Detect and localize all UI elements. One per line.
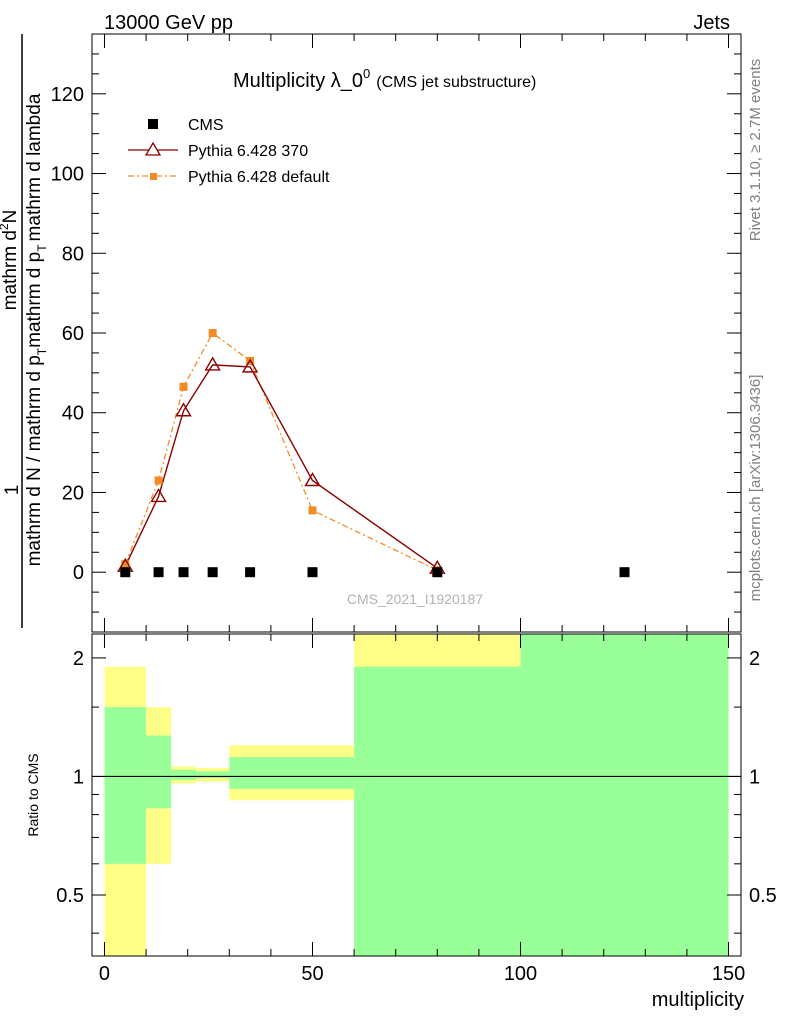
main-series-layer — [117, 329, 630, 578]
point-pythia-default — [179, 382, 188, 391]
y-label-denominator: mathrm d N / mathrm d pTmathrm d pTmathr… — [24, 93, 49, 566]
point-pythia-default — [121, 560, 130, 569]
ratio-y-label: Ratio to CMS — [25, 753, 41, 836]
y-label-numerator-a: mathrm d — [0, 230, 21, 310]
point-pythia370 — [304, 472, 321, 487]
point-cms — [120, 567, 131, 578]
main-frame — [91, 33, 742, 633]
point-pythia370 — [150, 488, 167, 503]
y-label-one: 1 — [2, 485, 23, 496]
point-pythia370 — [175, 402, 192, 417]
main-y-label: mathrm d2N mathrm d N / mathrm d pTmathr… — [0, 34, 49, 628]
x-tick-label: 100 — [504, 963, 537, 985]
y-label-numerator-sup: 2 — [0, 223, 11, 230]
y-label-main-end: mathrm d lambda — [24, 93, 45, 241]
point-pythia-default — [308, 506, 317, 515]
series-line-pythia370 — [124, 364, 438, 569]
main-axis-ticks: 0 20 40 60 80 100 120 — [51, 34, 741, 632]
header-right: Jets — [693, 12, 730, 34]
main-y-tick-label: 100 — [51, 164, 84, 186]
ratio-axis-ticks: 0.5 0.5 1 1 2 2 0 50 100 150 — [56, 634, 777, 985]
main-y-tick-label: 120 — [51, 84, 84, 106]
y-label-main-sub: T — [35, 347, 49, 355]
legend-label-cms: CMS — [188, 117, 224, 134]
rivet-label: Rivet 3.1.10, ≥ 2.7M events — [747, 59, 764, 242]
legend-marker-cms — [148, 119, 158, 129]
legend-marker-pythia370 — [144, 141, 162, 156]
y-label-numerator: mathrm d2N — [0, 210, 21, 311]
legend-marker-pythia-default — [150, 173, 157, 180]
main-y-tick-label: 20 — [62, 482, 84, 504]
point-cms — [307, 567, 318, 578]
point-cms — [207, 567, 218, 578]
point-cms — [432, 567, 443, 578]
ratio-band-green — [146, 735, 172, 809]
legend: CMS Pythia 6.428 370 Pythia 6.428 defaul… — [128, 117, 330, 186]
point-cms — [245, 567, 256, 578]
watermark: CMS_2021_I1920187 — [347, 591, 483, 607]
y-label-numerator-tail: N — [0, 210, 21, 224]
ratio-y-tick-label-right: 1 — [749, 766, 760, 788]
ratio-band-green — [354, 666, 521, 956]
main-y-tick-label: 60 — [62, 323, 84, 345]
ratio-band-green — [520, 634, 729, 956]
ratio-band-green — [229, 757, 355, 789]
ratio-y-tick-label-right: 0.5 — [749, 885, 777, 907]
header-left: 13000 GeV pp — [104, 12, 233, 34]
ratio-bands — [104, 634, 729, 956]
ratio-frame — [91, 633, 742, 957]
y-label-main: mathrm d N / mathrm d p — [24, 355, 45, 566]
point-pythia370 — [241, 358, 259, 373]
mcplots-label: mcplots.cern.ch [arXiv:1306.3436] — [747, 375, 764, 602]
x-tick-label: 0 — [99, 963, 110, 985]
y-label-main-tail-sub: T — [35, 244, 49, 252]
ratio-y-tick-label: 2 — [73, 648, 84, 670]
point-cms — [619, 567, 630, 578]
chart-title-main: Multiplicity λ_0 — [233, 70, 363, 92]
chart-title-sup: 0 — [363, 66, 370, 81]
y-label-main-tail: mathrm d p — [24, 252, 45, 348]
ratio-band-green — [171, 769, 197, 780]
point-pythia-default — [208, 329, 217, 337]
chart-title: Multiplicity λ_00 (CMS jet substructure) — [233, 66, 536, 92]
ratio-y-tick-label: 0.5 — [56, 885, 84, 907]
main-y-tick-label: 80 — [62, 243, 84, 265]
x-tick-label: 150 — [712, 963, 745, 985]
ratio-y-tick-label: 1 — [73, 766, 84, 788]
x-axis-label: multiplicity — [652, 989, 744, 1011]
point-cms — [178, 567, 189, 578]
ratio-y-tick-label-right: 2 — [749, 648, 760, 670]
chart-title-sub: (CMS jet substructure) — [376, 74, 536, 91]
legend-label-pythia370: Pythia 6.428 370 — [188, 143, 308, 160]
ratio-panel: 0.5 0.5 1 1 2 2 0 50 100 150 Ratio to CMS multipl… — [25, 633, 777, 1011]
ratio-band-green — [104, 707, 147, 864]
ratio-band-green — [196, 771, 230, 779]
main-y-tick-label: 40 — [62, 403, 84, 425]
x-tick-label: 50 — [301, 963, 323, 985]
main-y-tick-label: 0 — [73, 562, 84, 584]
point-pythia370 — [204, 356, 221, 371]
point-pythia-default — [154, 476, 163, 485]
legend-label-pythia-default: Pythia 6.428 default — [188, 169, 330, 186]
point-cms — [153, 567, 164, 578]
